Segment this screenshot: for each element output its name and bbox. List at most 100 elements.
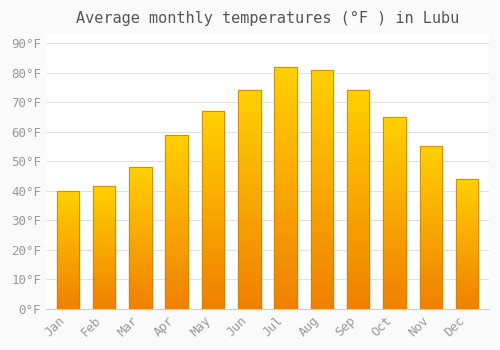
Bar: [383, 259, 406, 263]
Bar: [310, 98, 333, 103]
Bar: [420, 169, 442, 173]
Bar: [129, 193, 152, 196]
Bar: [456, 241, 478, 244]
Bar: [420, 270, 442, 273]
Bar: [420, 205, 442, 208]
Bar: [129, 224, 152, 227]
Bar: [456, 197, 478, 200]
Bar: [274, 241, 297, 246]
Bar: [56, 226, 79, 229]
Bar: [274, 134, 297, 139]
Bar: [166, 180, 188, 183]
Bar: [310, 294, 333, 299]
Bar: [238, 125, 260, 130]
Bar: [166, 159, 188, 162]
Bar: [129, 298, 152, 300]
Bar: [166, 295, 188, 299]
Bar: [456, 187, 478, 189]
Bar: [274, 173, 297, 178]
Bar: [456, 272, 478, 275]
Bar: [129, 201, 152, 204]
Bar: [383, 244, 406, 247]
Bar: [202, 269, 224, 273]
Bar: [129, 212, 152, 215]
Bar: [202, 131, 224, 135]
Bar: [202, 159, 224, 162]
Bar: [129, 246, 152, 250]
Bar: [420, 211, 442, 215]
Bar: [274, 110, 297, 115]
Bar: [56, 257, 79, 259]
Bar: [202, 297, 224, 301]
Bar: [166, 166, 188, 169]
Bar: [420, 162, 442, 166]
Bar: [129, 173, 152, 176]
Bar: [420, 146, 442, 150]
Bar: [310, 113, 333, 118]
Bar: [238, 296, 260, 300]
Bar: [456, 179, 478, 182]
Bar: [166, 305, 188, 309]
Bar: [166, 218, 188, 222]
Bar: [238, 300, 260, 304]
Bar: [456, 205, 478, 208]
Bar: [238, 191, 260, 195]
Bar: [238, 243, 260, 248]
Bar: [347, 234, 370, 239]
Bar: [420, 182, 442, 186]
Bar: [93, 284, 116, 287]
Bar: [129, 289, 152, 292]
Bar: [274, 66, 297, 71]
Bar: [93, 240, 116, 243]
Bar: [420, 263, 442, 267]
Bar: [56, 280, 79, 283]
Bar: [347, 125, 370, 130]
Bar: [166, 152, 188, 155]
Bar: [274, 125, 297, 130]
Bar: [456, 259, 478, 262]
Bar: [310, 199, 333, 204]
Bar: [420, 234, 442, 237]
Bar: [166, 302, 188, 306]
Bar: [383, 190, 406, 194]
Bar: [56, 292, 79, 295]
Bar: [420, 147, 442, 309]
Bar: [310, 232, 333, 237]
Bar: [129, 181, 152, 184]
Bar: [456, 194, 478, 197]
Bar: [274, 139, 297, 144]
Bar: [93, 220, 116, 223]
Bar: [347, 261, 370, 265]
Bar: [383, 174, 406, 179]
Bar: [456, 267, 478, 270]
Bar: [347, 121, 370, 125]
Bar: [129, 269, 152, 272]
Bar: [456, 299, 478, 301]
Bar: [420, 172, 442, 176]
Bar: [383, 128, 406, 132]
Bar: [420, 208, 442, 211]
Bar: [129, 303, 152, 306]
Bar: [456, 244, 478, 246]
Bar: [310, 223, 333, 228]
Bar: [383, 201, 406, 205]
Bar: [93, 194, 116, 196]
Bar: [56, 238, 79, 240]
Bar: [202, 119, 224, 123]
Bar: [274, 231, 297, 236]
Bar: [56, 261, 79, 264]
Bar: [274, 120, 297, 125]
Bar: [383, 240, 406, 244]
Bar: [383, 236, 406, 240]
Bar: [420, 221, 442, 224]
Bar: [420, 153, 442, 156]
Bar: [202, 166, 224, 170]
Bar: [93, 235, 116, 238]
Bar: [456, 202, 478, 205]
Bar: [129, 235, 152, 238]
Bar: [383, 186, 406, 190]
Bar: [56, 283, 79, 285]
Bar: [129, 264, 152, 266]
Bar: [166, 148, 188, 152]
Bar: [383, 159, 406, 163]
